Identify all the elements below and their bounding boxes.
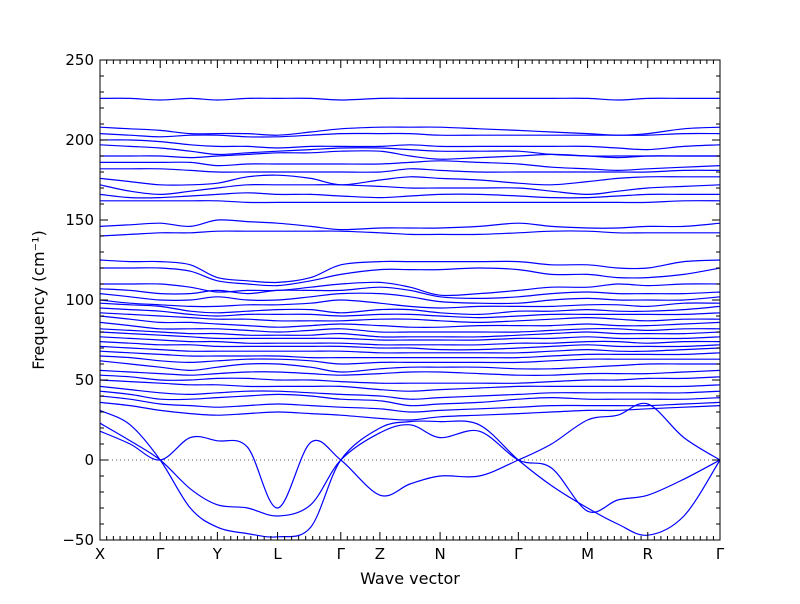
optical-band-line-16 — [100, 267, 721, 287]
optical-band-line-38 — [99, 390, 721, 407]
x-tick-label: R — [643, 545, 653, 563]
y-tick-label: −50 — [62, 531, 94, 549]
optical-band-line-15 — [99, 259, 721, 284]
optical-band-line-28 — [99, 336, 721, 346]
optical-band-line-32 — [99, 355, 720, 365]
optical-band-line-40 — [99, 401, 721, 421]
y-tick-label: 100 — [65, 291, 94, 309]
optical-band-line-26 — [99, 328, 721, 338]
optical-band-line-23 — [99, 312, 721, 324]
y-tick-label: 250 — [65, 51, 94, 69]
band-lines-layer — [99, 97, 721, 538]
y-tick-label: 0 — [84, 451, 94, 469]
x-tick-label: M — [581, 545, 594, 563]
optical-band-line-24 — [99, 315, 721, 329]
optical-band-line-25 — [99, 321, 721, 333]
optical-band-line-10 — [99, 183, 721, 196]
x-tick-label: N — [434, 545, 445, 563]
optical-band-line-12 — [99, 200, 721, 204]
optical-band-line-31 — [99, 350, 721, 359]
optical-band-line-19 — [99, 292, 721, 305]
optical-band-line-17 — [100, 281, 721, 297]
optical-band-line-34 — [99, 369, 721, 377]
optical-band-line-27 — [99, 331, 721, 341]
optical-band-line-22 — [99, 307, 721, 319]
y-tick-label: 150 — [65, 211, 94, 229]
optical-band-line-6 — [99, 150, 720, 160]
optical-band-line-21 — [99, 302, 721, 316]
y-axis-label: Frequency (cm⁻¹) — [29, 230, 48, 369]
acoustic-branch-line-3 — [99, 402, 721, 509]
optical-band-line-29 — [99, 341, 721, 351]
optical-band-line-8 — [100, 168, 721, 173]
optical-band-line-36 — [99, 379, 721, 392]
optical-band-line-1 — [99, 97, 720, 101]
optical-band-line-3 — [99, 132, 721, 138]
optical-band-line-4 — [99, 139, 721, 151]
y-tick-label: 200 — [65, 131, 94, 149]
y-tick-label: 50 — [75, 371, 94, 389]
optical-band-line-39 — [99, 395, 721, 413]
x-tick-label: Y — [212, 545, 223, 563]
optical-band-line-14 — [99, 230, 720, 237]
optical-band-line-5 — [99, 144, 720, 157]
x-tick-label: Γ — [514, 545, 523, 563]
x-tick-label: L — [273, 545, 282, 563]
optical-band-line-11 — [99, 192, 720, 199]
x-tick-label: Γ — [156, 545, 165, 563]
optical-band-line-13 — [99, 219, 721, 231]
optical-band-line-30 — [99, 345, 721, 354]
optical-band-line-9 — [99, 174, 720, 186]
optical-band-line-7 — [99, 160, 721, 172]
acoustic-branch-line-2 — [99, 422, 721, 517]
acoustic-branch-line-1 — [99, 409, 721, 538]
optical-band-line-37 — [99, 385, 721, 400]
x-axis-label: Wave vector — [360, 569, 460, 588]
optical-band-line-33 — [99, 360, 721, 373]
optical-band-line-18 — [99, 286, 721, 300]
optical-band-line-20 — [99, 299, 721, 309]
x-tick-label: Γ — [337, 545, 346, 563]
optical-band-line-35 — [99, 374, 721, 384]
x-tick-label: X — [95, 545, 105, 563]
ticks-layer: −50 0 50 100 150 200 250 X Γ Y L Γ Z N Γ M R Γ — [62, 51, 724, 563]
plot-frame — [99, 59, 721, 541]
x-tick-label: Γ — [716, 545, 725, 563]
x-tick-label: Z — [375, 545, 385, 563]
